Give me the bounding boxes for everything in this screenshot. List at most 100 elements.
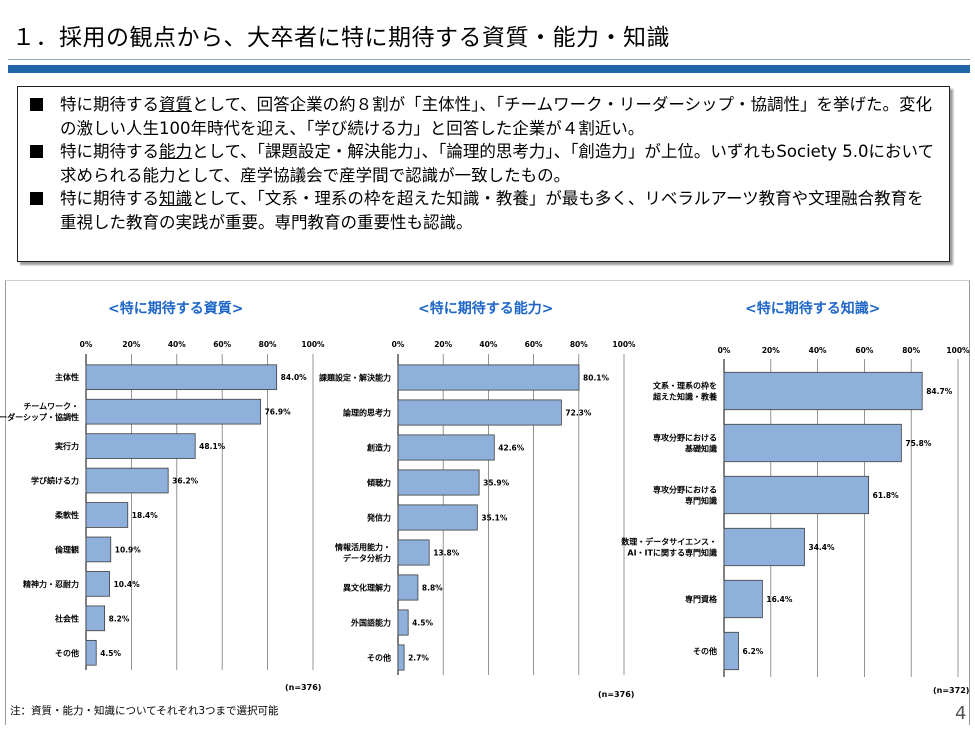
- bar: [397, 434, 495, 461]
- chart-title-abilities: <特に期待する能力>: [418, 301, 554, 317]
- category-label: 超えた知識・教養: [652, 392, 717, 402]
- bar: [85, 502, 129, 528]
- bar: [85, 364, 278, 391]
- bullet-text: 特に期待する: [60, 142, 159, 161]
- bar: [85, 467, 169, 494]
- bullet-text: として、「文系・理系の枠を超えた知識・教養」が最も多く、リベラルアーツ教育や文理…: [60, 189, 924, 232]
- category-label: その他: [693, 646, 717, 656]
- slide-title: １．採用の観点から、大卒者に特に期待する資質・能力・知識: [12, 25, 670, 51]
- bar: [397, 609, 409, 636]
- tick-label: 20%: [122, 340, 140, 349]
- tick-label: 60%: [525, 340, 543, 349]
- bar: [397, 644, 405, 671]
- bar: [85, 536, 112, 563]
- bullet-text: として、回答企業の約８割が「主体性」、「チームワーク・リーダーシップ・協調性」を…: [60, 95, 933, 138]
- chart-title-qualities: <特に期待する資質>: [108, 301, 244, 317]
- tick-label: 80%: [259, 340, 277, 349]
- value-label: 8.2%: [109, 614, 130, 623]
- bar: [723, 475, 870, 515]
- tick-label: 100%: [612, 340, 636, 349]
- bar: [723, 631, 739, 671]
- category-label: 情報活用能力・: [334, 542, 391, 552]
- value-label: 4.5%: [100, 649, 121, 658]
- value-label: 4.5%: [412, 619, 433, 628]
- tick-label: 40%: [809, 346, 827, 355]
- bar: [397, 504, 478, 531]
- page-number: 4: [955, 703, 967, 724]
- category-label: 発信力: [366, 513, 391, 523]
- value-label: 10.9%: [115, 545, 142, 554]
- tick-label: 40%: [168, 340, 186, 349]
- bar: [723, 579, 763, 619]
- category-label: その他: [55, 648, 79, 658]
- tick-label: 20%: [434, 340, 452, 349]
- value-label: 8.8%: [422, 584, 443, 593]
- category-label: 主体性: [55, 372, 79, 382]
- footnote: 注：資質・能力・知識についてそれぞれ3つまで選択可能: [10, 705, 279, 717]
- summary-box: 特に期待する資質として、回答企業の約８割が「主体性」、「チームワーク・リーダーシ…: [17, 86, 950, 262]
- tick-label: 80%: [902, 346, 920, 355]
- square-bullet-icon: [30, 145, 43, 158]
- category-label: 論理的思考力: [343, 408, 391, 418]
- category-label: 専門知識: [685, 496, 717, 506]
- category-label: 学び続ける力: [31, 476, 79, 486]
- square-bullet-icon: [30, 98, 43, 111]
- value-label: 84.0%: [281, 373, 308, 382]
- value-label: 35.9%: [483, 479, 510, 488]
- square-bullet-icon: [30, 192, 43, 205]
- tick-label: 100%: [946, 346, 970, 355]
- tick-label: 80%: [570, 340, 588, 349]
- bar: [85, 639, 97, 666]
- bullet-text: 特に期待する: [60, 95, 159, 114]
- bar: [85, 433, 196, 459]
- charts-frame: [5, 280, 970, 725]
- category-label: 文系・理系の枠を: [653, 381, 717, 391]
- value-label: 48.1%: [199, 442, 226, 451]
- category-label: その他: [367, 653, 391, 663]
- category-label: 専攻分野における: [653, 433, 717, 443]
- tick-label: 0%: [392, 340, 405, 349]
- category-label: 数理・データサイエンス・: [621, 537, 717, 547]
- category-label: 傾聴力: [366, 478, 391, 488]
- value-label: 75.8%: [905, 439, 932, 448]
- value-label: 80.1%: [583, 374, 610, 383]
- bar: [397, 539, 430, 566]
- tick-label: 40%: [479, 340, 497, 349]
- bar: [397, 364, 580, 391]
- category-label: 精神力・忍耐力: [23, 579, 79, 589]
- value-label: 42.6%: [498, 444, 525, 453]
- category-label: 課題設定・解決能力: [319, 373, 391, 383]
- category-label: リーダーシップ・協調性: [0, 412, 79, 422]
- bar: [85, 398, 261, 425]
- bar: [85, 605, 106, 632]
- tick-label: 60%: [213, 340, 231, 349]
- category-label: 実行力: [55, 441, 79, 451]
- value-label: 61.8%: [873, 491, 900, 500]
- sample-size-label: (n=372): [933, 686, 969, 695]
- value-label: 10.4%: [114, 580, 141, 589]
- category-label: AI・ITに関する専門知識: [627, 548, 717, 558]
- tick-label: 20%: [762, 346, 780, 355]
- value-label: 76.9%: [265, 408, 292, 417]
- value-label: 35.1%: [481, 514, 508, 523]
- bullet-text: 特に期待する: [60, 189, 159, 208]
- chart-title-knowledge: <特に期待する知識>: [745, 301, 881, 317]
- value-label: 18.4%: [132, 511, 159, 520]
- category-label: 外国語能力: [351, 618, 391, 628]
- tick-label: 60%: [855, 346, 873, 355]
- category-label: 専門資格: [685, 594, 718, 604]
- value-label: 34.4%: [808, 543, 835, 552]
- bullet-keyword: 能力: [159, 142, 192, 161]
- category-label: 倫理観: [55, 544, 79, 554]
- title-divider-thin: [8, 59, 970, 60]
- sample-size-label: (n=376): [285, 683, 321, 692]
- bar: [397, 574, 419, 601]
- bar: [397, 399, 562, 426]
- category-label: 創造力: [366, 443, 391, 453]
- bar: [397, 469, 480, 496]
- value-label: 16.4%: [766, 595, 793, 604]
- value-label: 72.3%: [565, 409, 592, 418]
- bar: [723, 423, 902, 463]
- bullet-text: として、「課題設定・解決能力」、「論理的思考力」、「創造力」が上位。いずれもSo…: [60, 142, 935, 185]
